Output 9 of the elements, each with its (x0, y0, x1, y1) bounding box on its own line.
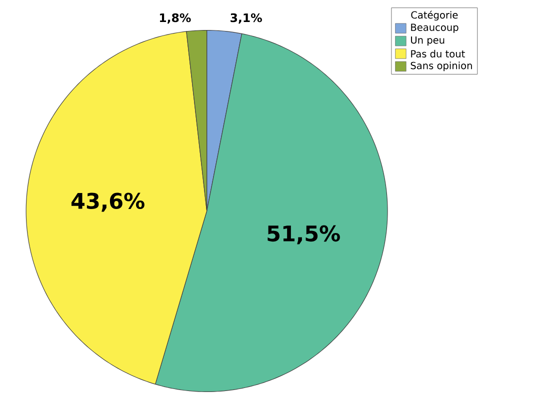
legend-title: Catégorie (411, 10, 458, 20)
legend-label: Beaucoup (411, 24, 458, 33)
legend-label: Un peu (411, 36, 444, 46)
data-label: 51,5% (268, 225, 340, 244)
data-label: 43,6% (71, 192, 144, 212)
legend-label: Pas du tout (411, 50, 465, 58)
data-label: 3,1% (230, 13, 262, 24)
legend-label: Sans opinion (410, 61, 472, 71)
data-label: 1,8% (160, 13, 191, 24)
